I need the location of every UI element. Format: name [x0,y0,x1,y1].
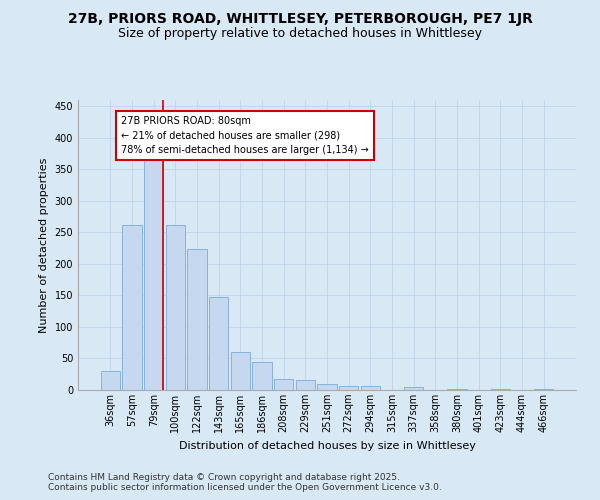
Bar [209,296,229,390]
Bar [101,371,120,390]
Bar [447,388,467,390]
Bar [296,380,315,390]
Bar [166,225,185,390]
Y-axis label: Number of detached properties: Number of detached properties [39,158,49,332]
Bar [339,386,358,390]
Bar [361,386,380,390]
Bar [252,362,272,390]
Bar [404,387,424,390]
Text: 27B PRIORS ROAD: 80sqm
← 21% of detached houses are smaller (298)
78% of semi-de: 27B PRIORS ROAD: 80sqm ← 21% of detached… [121,116,369,156]
Bar [274,380,293,390]
Bar [187,249,207,390]
Bar [317,384,337,390]
Text: Size of property relative to detached houses in Whittlesey: Size of property relative to detached ho… [118,28,482,40]
Text: Contains HM Land Registry data © Crown copyright and database right 2025.
Contai: Contains HM Land Registry data © Crown c… [48,473,442,492]
Bar [122,225,142,390]
Text: 27B, PRIORS ROAD, WHITTLESEY, PETERBOROUGH, PE7 1JR: 27B, PRIORS ROAD, WHITTLESEY, PETERBOROU… [68,12,532,26]
Bar [230,352,250,390]
Bar [144,156,163,390]
X-axis label: Distribution of detached houses by size in Whittlesey: Distribution of detached houses by size … [179,440,475,450]
